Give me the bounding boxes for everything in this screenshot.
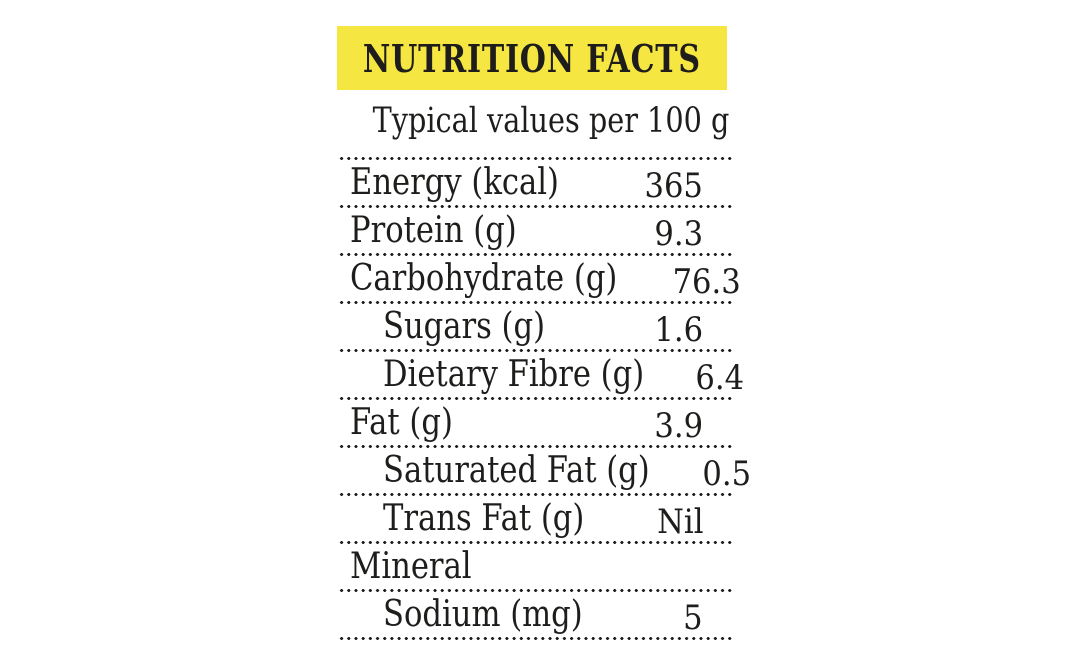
nutrient-value: Nil	[656, 501, 703, 542]
nutrient-label: Trans Fat (g)	[383, 498, 585, 539]
table-row: Fat (g) 3.9	[337, 401, 733, 446]
nutrient-label: Dietary Fibre (g)	[383, 354, 645, 395]
nutrient-label: Carbohydrate (g)	[350, 258, 618, 299]
nutrient-label: Saturated Fat (g)	[383, 450, 650, 491]
row-divider	[337, 492, 733, 497]
table-row: Energy (kcal) 365	[337, 161, 733, 206]
row-divider	[337, 156, 733, 161]
nutrient-value: 0.5	[702, 453, 751, 494]
nutrient-label: Sugars (g)	[383, 306, 546, 347]
nutrient-value: 365	[644, 165, 703, 206]
table-row: Sodium (mg) 5	[337, 593, 733, 638]
row-divider	[337, 348, 733, 353]
table-row: Trans Fat (g) Nil	[337, 497, 733, 542]
row-divider	[337, 636, 733, 641]
nutrition-facts-panel: NUTRITION FACTS Typical values per 100 g…	[337, 26, 751, 641]
table-row: Dietary Fibre (g) 6.4	[337, 353, 744, 398]
serving-basis-text: Typical values per 100 g	[372, 101, 730, 141]
panel-title-highlight: NUTRITION FACTS	[337, 26, 727, 90]
row-divider	[337, 252, 733, 257]
row-divider	[337, 396, 733, 401]
row-divider	[337, 588, 733, 593]
table-row: Mineral	[337, 545, 733, 588]
row-divider	[337, 204, 733, 209]
nutrient-label: Energy (kcal)	[350, 162, 559, 203]
table-row: Sugars (g) 1.6	[337, 305, 733, 350]
nutrient-value: 3.9	[654, 405, 703, 446]
nutrient-label: Protein (g)	[350, 210, 517, 251]
table-row: Protein (g) 9.3	[337, 209, 733, 254]
nutrient-value: 1.6	[654, 309, 703, 350]
row-divider	[337, 300, 733, 305]
row-divider	[337, 444, 733, 449]
nutrient-label: Sodium (mg)	[383, 594, 583, 635]
nutrition-table: Energy (kcal) 365 Protein (g) 9.3 Carboh…	[337, 156, 751, 641]
table-row: Saturated Fat (g) 0.5	[337, 449, 751, 494]
row-divider	[337, 540, 733, 545]
nutrient-label: Mineral	[350, 546, 472, 587]
nutrient-value: 5	[683, 597, 703, 638]
panel-title: NUTRITION FACTS	[363, 35, 701, 81]
nutrient-value: 9.3	[654, 213, 703, 254]
nutrient-value: 6.4	[695, 357, 745, 398]
table-row: Carbohydrate (g) 76.3	[337, 257, 740, 302]
nutrient-label: Fat (g)	[350, 402, 453, 443]
nutrient-value: 76.3	[672, 261, 741, 302]
